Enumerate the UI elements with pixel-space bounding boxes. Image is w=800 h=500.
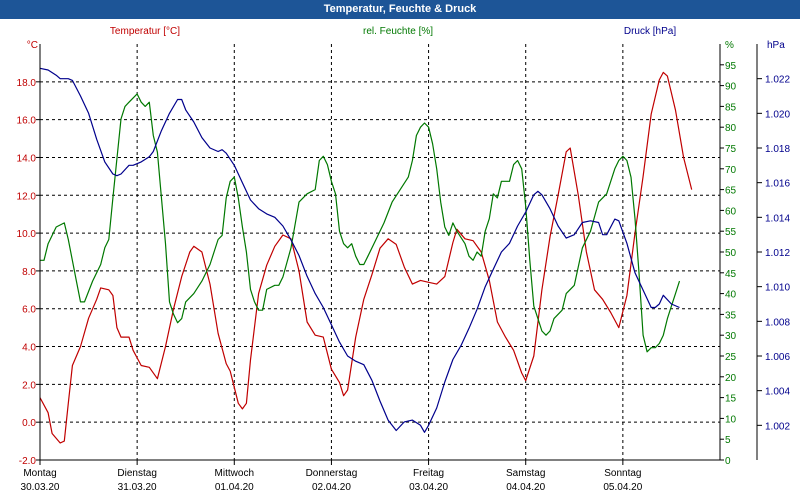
x-tick-date-label: 01.04.20	[215, 482, 254, 493]
pressure-unit-label: hPa	[767, 40, 785, 51]
window-title: Temperatur, Feuchte & Druck	[0, 0, 800, 19]
axis-labels: Temperatur [°C] rel. Feuchte [%] Druck […	[27, 26, 785, 51]
humidity-tick-label: 80	[725, 123, 737, 134]
x-tick-date-label: 31.03.20	[118, 482, 157, 493]
humidity-tick-label: 35	[725, 310, 737, 321]
humidity-tick-label: 0	[725, 456, 731, 467]
pressure-tick-label: 1.002	[765, 421, 790, 432]
chart: Temperatur [°C] rel. Feuchte [%] Druck […	[17, 26, 791, 493]
pressure-series-line	[39, 67, 680, 433]
x-tick-date-label: 03.04.20	[409, 482, 448, 493]
humidity-tick-label: 5	[725, 435, 731, 446]
x-tick-date-label: 05.04.20	[603, 482, 642, 493]
humidity-tick-label: 30	[725, 331, 737, 342]
temperature-tick-label: 10.0	[17, 229, 37, 240]
pressure-tick-label: 1.014	[765, 213, 790, 224]
pressure-tick-label: 1.018	[765, 144, 790, 155]
temperature-tick-label: 6.0	[22, 305, 36, 316]
temperature-series-line	[39, 71, 693, 444]
humidity-tick-label: 20	[725, 373, 737, 384]
humidity-series-line	[40, 93, 681, 353]
humidity-tick-label: 70	[725, 165, 737, 176]
humidity-tick-label: 50	[725, 248, 737, 259]
plot-frame	[39, 44, 758, 461]
x-ticks: Montag 30.03.20 Dienstag 31.03.20 Mittwoch 01…	[21, 460, 643, 493]
x-tick-day-label: Sonntag	[604, 468, 641, 479]
humidity-ticks: 0 5 10 15 20 25 30 35 40 45 50 55 60 65 70 75 80 85 90 95	[720, 61, 737, 467]
x-tick-day-label: Samstag	[506, 468, 545, 479]
series-lines	[39, 67, 693, 444]
pressure-tick-label: 1.006	[765, 352, 790, 363]
humidity-tick-label: 95	[725, 61, 737, 72]
pressure-tick-label: 1.022	[765, 75, 790, 86]
pressure-axis-label: Druck [hPa]	[624, 26, 676, 37]
x-tick-day-label: Mittwoch	[215, 468, 254, 479]
temperature-tick-label: 18.0	[17, 78, 37, 89]
humidity-tick-label: 45	[725, 269, 737, 280]
x-tick-day-label: Montag	[23, 468, 56, 479]
humidity-axis-label: rel. Feuchte [%]	[363, 26, 433, 37]
pressure-tick-label: 1.004	[765, 387, 790, 398]
humidity-tick-label: 15	[725, 394, 737, 405]
humidity-tick-label: 25	[725, 352, 737, 363]
grid	[40, 44, 720, 461]
pressure-tick-label: 1.020	[765, 109, 790, 120]
humidity-tick-label: 90	[725, 82, 737, 93]
humidity-tick-label: 65	[725, 186, 737, 197]
humidity-tick-label: 10	[725, 414, 737, 425]
pressure-tick-label: 1.010	[765, 283, 790, 294]
x-tick-day-label: Donnerstag	[306, 468, 358, 479]
temperature-tick-label: 0.0	[22, 418, 36, 429]
humidity-tick-label: 55	[725, 227, 737, 238]
temperature-tick-label: 2.0	[22, 380, 36, 391]
pressure-tick-label: 1.012	[765, 248, 790, 259]
pressure-tick-label: 1.016	[765, 179, 790, 190]
temperature-unit-label: °C	[27, 40, 38, 51]
x-tick-date-label: 04.04.20	[506, 482, 545, 493]
temperature-tick-label: 12.0	[17, 191, 37, 202]
x-tick-day-label: Freitag	[413, 468, 444, 479]
temperature-tick-label: -2.0	[19, 456, 37, 467]
temperature-tick-label: 16.0	[17, 116, 37, 127]
pressure-ticks: 1.002 1.004 1.006 1.008 1.010 1.012 1.014 1.016…	[757, 75, 790, 432]
humidity-tick-label: 75	[725, 144, 737, 155]
x-tick-date-label: 02.04.20	[312, 482, 351, 493]
humidity-tick-label: 60	[725, 206, 737, 217]
humidity-tick-label: 40	[725, 290, 737, 301]
x-tick-date-label: 30.03.20	[21, 482, 60, 493]
temperature-tick-label: 4.0	[22, 343, 36, 354]
x-tick-day-label: Dienstag	[117, 468, 156, 479]
pressure-tick-label: 1.008	[765, 317, 790, 328]
temperature-ticks: -2.0 0.0 2.0 4.0 6.0 8.0 10.0 12.0 14.0 16.0 18.0	[17, 78, 40, 467]
temperature-tick-label: 8.0	[22, 267, 36, 278]
humidity-unit-label: %	[725, 40, 734, 51]
temperature-axis-label: Temperatur [°C]	[110, 26, 180, 37]
humidity-tick-label: 85	[725, 102, 737, 113]
temperature-tick-label: 14.0	[17, 153, 37, 164]
